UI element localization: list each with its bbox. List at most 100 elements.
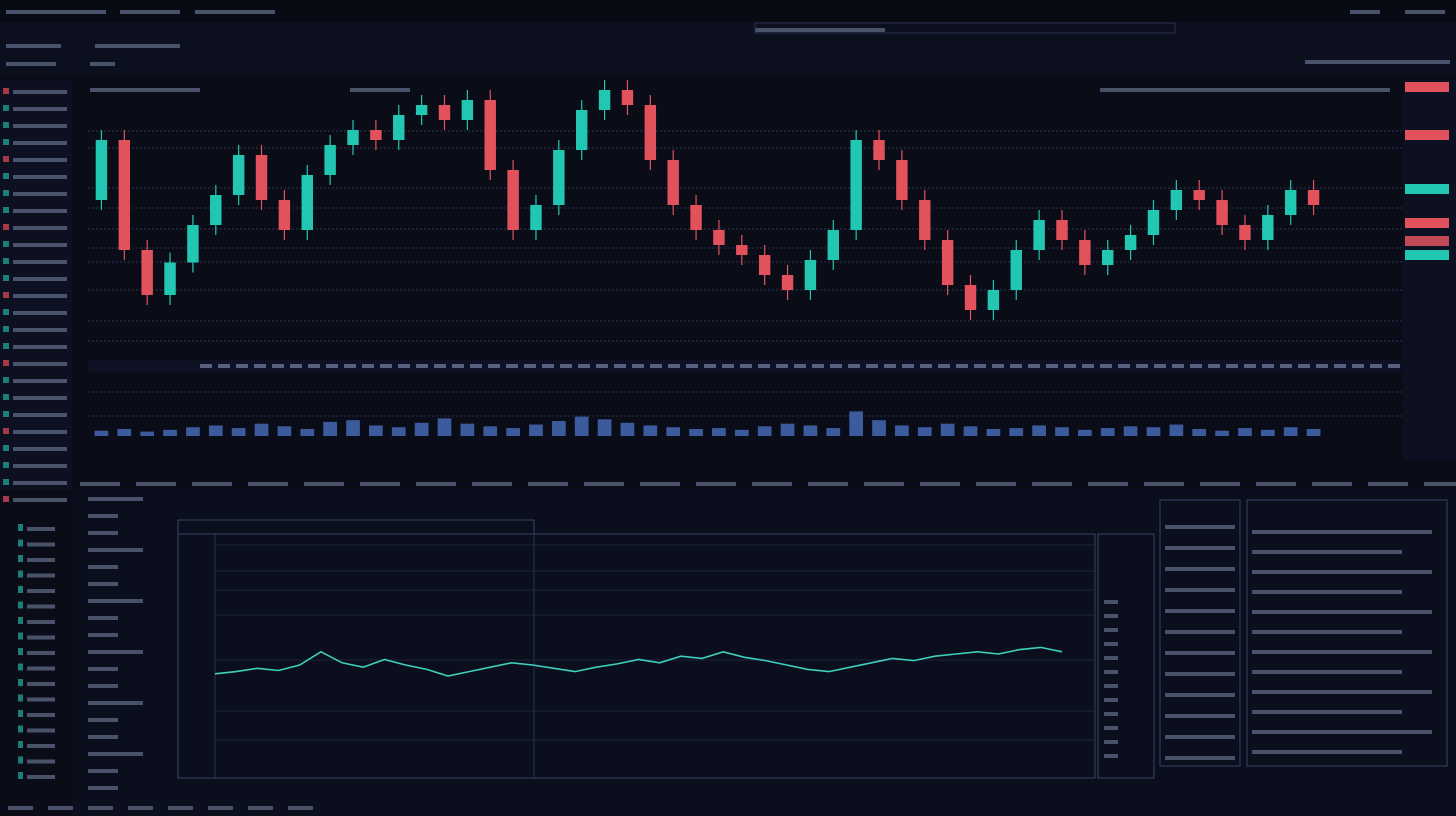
price-tag (1405, 236, 1449, 246)
indicator-text (1190, 364, 1202, 368)
volume-bar (163, 429, 177, 436)
depth-row (1165, 693, 1235, 697)
list-icon (18, 756, 23, 764)
candle-body (164, 262, 176, 295)
list-row (27, 775, 55, 779)
watchlist-icon (3, 326, 9, 332)
menu-row (88, 650, 143, 654)
candle-body (1216, 200, 1228, 225)
indicator-text (218, 364, 230, 368)
volume-bar (1306, 428, 1321, 436)
indicator-text (254, 364, 266, 368)
book-row (1104, 754, 1118, 758)
volume-bar (734, 429, 749, 436)
indicator-text (1316, 364, 1328, 368)
volume-bar (1146, 427, 1161, 436)
watchlist-icon (3, 343, 9, 349)
volume-bar (895, 425, 909, 436)
tab-label (416, 482, 456, 486)
volume-bar (940, 423, 955, 436)
indicator-text (398, 364, 410, 368)
list-icon (18, 694, 23, 702)
depth-row (1165, 525, 1235, 529)
candle-body (781, 275, 794, 290)
candle-body (1102, 250, 1114, 265)
volume-bar (506, 428, 520, 436)
candle-body (1170, 190, 1183, 210)
price-tag (1405, 218, 1449, 228)
indicator-text (794, 364, 806, 368)
candle-body (141, 250, 153, 295)
indicator-text (560, 364, 572, 368)
depth-row (1165, 609, 1235, 613)
list-row (27, 713, 55, 717)
tab-label (1368, 482, 1408, 486)
volume-bar (963, 426, 978, 436)
indicator-text (578, 364, 590, 368)
candle-body (987, 290, 1000, 310)
top-bar (0, 0, 1456, 22)
indicator-text (650, 364, 662, 368)
book-row (1104, 684, 1118, 688)
list-icon (18, 772, 23, 779)
indicator-text (290, 364, 302, 368)
price-tag (1405, 82, 1449, 92)
candle-body (1262, 215, 1274, 240)
candle-body (347, 130, 359, 145)
tab-label (1032, 482, 1072, 486)
candle-body (393, 115, 405, 140)
indicator-text (902, 364, 914, 368)
volume-bar (666, 427, 681, 436)
watchlist-icon (3, 207, 9, 213)
depth-row (1165, 630, 1235, 634)
candle-body (1124, 235, 1137, 250)
volume-bar (643, 425, 658, 436)
watchlist-row (13, 413, 67, 417)
indicator-text (938, 364, 950, 368)
list-icon (18, 586, 23, 593)
volume-bar (254, 423, 269, 436)
menu-row (88, 786, 118, 790)
candle-body (919, 200, 931, 240)
volume-bar (414, 422, 429, 436)
watchlist-row (13, 430, 67, 434)
indicator-text (1280, 364, 1292, 368)
candle-body (1239, 225, 1251, 240)
tab-label (136, 482, 176, 486)
volume-bar (1169, 424, 1184, 436)
indicator-text (830, 364, 842, 368)
watchlist-icon (3, 275, 9, 281)
book-row (1104, 656, 1118, 660)
list-row (27, 682, 55, 686)
menu-row (88, 684, 118, 688)
candle-body (232, 155, 245, 195)
list-icon (18, 663, 23, 671)
book-row (1104, 726, 1118, 730)
tab-label (1144, 482, 1184, 486)
candle-body (187, 225, 199, 263)
tab-label (920, 482, 960, 486)
watchlist-icon (3, 496, 9, 502)
book-row (1104, 600, 1118, 604)
bottom-panel (72, 490, 1456, 816)
status-text (248, 806, 273, 810)
candle-body (1079, 240, 1091, 265)
trade-row (1252, 670, 1402, 674)
text-placeholder (90, 88, 200, 92)
watchlist-icon (3, 360, 9, 366)
menu-row (88, 752, 143, 756)
indicator-text (1064, 364, 1076, 368)
volume-bar (712, 428, 726, 436)
sub-chart-tabs (177, 519, 535, 535)
indicator-text (704, 364, 716, 368)
volume-bar (551, 421, 566, 436)
book-row (1104, 614, 1118, 618)
volume-bar (1260, 429, 1275, 436)
candle-body (255, 155, 268, 200)
indicator-text (434, 364, 446, 368)
indicator-text (542, 364, 554, 368)
watchlist-row (13, 158, 67, 162)
text-placeholder (6, 44, 61, 48)
watchlist-icon (3, 241, 9, 247)
volume-bar (1009, 428, 1024, 436)
